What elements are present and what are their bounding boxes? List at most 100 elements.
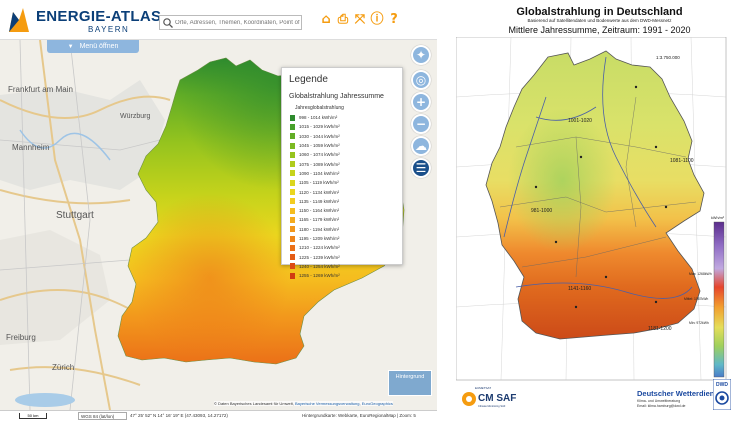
legend-swatch — [290, 254, 295, 261]
map-label-frankfurt: Frankfurt am Main — [8, 85, 73, 94]
legend-swatch — [290, 244, 295, 251]
legend-swatch — [290, 133, 295, 140]
stat-max: Max: 1268kWh — [689, 272, 712, 276]
legend-unit-label: Jahresglobalstrahlung — [295, 105, 344, 111]
search-icon[interactable] — [162, 17, 174, 29]
legend-swatch — [290, 123, 295, 130]
zoom-out-icon[interactable]: − — [411, 114, 431, 134]
legend-swatch — [290, 263, 295, 270]
attribution-link-eurogeographics[interactable]: EuroGeographics — [361, 401, 393, 406]
dwd-title: Globalstrahlung in Deutschland — [516, 6, 683, 18]
legend-item-label: 1240 - 1254 kWh/m² — [299, 263, 340, 269]
legend-swatch — [290, 179, 295, 186]
legend-item-label: 1150 - 1164 kWh/m² — [299, 208, 340, 214]
legend-item: 1105 - 1119 kWh/m² — [290, 178, 340, 187]
basemap-switch-button[interactable]: Hintergrund — [388, 370, 432, 396]
map-status-bar: 50 km WGS 84 (lat/lon) 47° 25' 52" N 14°… — [0, 410, 437, 421]
zone-label-1: 1001-1020 — [568, 118, 592, 124]
zone-label-5: 1181-1200 — [648, 326, 672, 332]
legend-item: 1180 - 1194 kWh/m² — [290, 225, 340, 234]
legend-item-label: 1255 - 1269 kWh/m² — [299, 273, 340, 279]
app-header: ENERGIE-ATLAS BAYERN ⌂ ⎙ ⤧ ⓘ ? — [0, 0, 437, 40]
layers-icon[interactable]: ☁ — [411, 136, 431, 156]
legend-item: 1225 - 1239 kWh/m² — [290, 252, 340, 261]
legend-swatch — [290, 189, 295, 196]
legend-item-label: 1060 - 1074 kWh/m² — [299, 152, 340, 158]
legend-swatch — [290, 216, 295, 223]
locate-icon[interactable]: ◎ — [411, 70, 431, 90]
legend-list: 998 - 1014 kWh/m² 1015 - 1029 kWh/m² 1030 … — [290, 113, 340, 280]
stat-min: Min: 972kWh — [689, 321, 709, 325]
cmsaf-logo-icon — [462, 392, 476, 406]
crs-select[interactable]: WGS 84 (lat/lon) — [78, 412, 127, 420]
legend-item: 1195 - 1209 kWh/m² — [290, 234, 340, 243]
open-menu-button[interactable]: ▼ Menü öffnen — [47, 40, 139, 53]
germany-radiation-map: 1001-1020 1081-1100 981-1000 1141-1160 1… — [456, 37, 727, 381]
legend-item-label: 1135 - 1149 kWh/m² — [299, 198, 340, 204]
map-label-mannheim: Mannheim — [12, 143, 50, 152]
legend-swatch — [290, 198, 295, 205]
legend-title: Legende — [289, 74, 328, 85]
dwd-subtitle: Basierend auf Satellitendaten und Bodenw… — [527, 18, 672, 23]
legend-item: 1135 - 1149 kWh/m² — [290, 197, 340, 206]
legend-swatch — [290, 207, 295, 214]
dwd-address-line1: Klima- und Umweltberatung — [637, 399, 681, 403]
legend-subtitle: Globalstrahlung Jahressumme — [289, 93, 384, 100]
legend-item-label: 1165 - 1179 kWh/m² — [299, 217, 340, 223]
legend-swatch — [290, 151, 295, 158]
legend-item: 1150 - 1164 kWh/m² — [290, 206, 340, 215]
attribution-link-vermessung[interactable]: Bayerische Vermessungsverwaltung — [295, 401, 360, 406]
legend-item: 1165 - 1179 kWh/m² — [290, 215, 340, 224]
stat-mean: Mittel: 1087kWh — [684, 297, 708, 301]
chevron-down-icon: ▼ — [67, 44, 74, 50]
legend-item: 1240 - 1254 kWh/m² — [290, 262, 340, 271]
legend-item: 998 - 1014 kWh/m² — [290, 113, 340, 122]
legend-item-label: 1180 - 1194 kWh/m² — [299, 226, 340, 232]
legend-item-label: 1090 - 1104 kWh/m² — [299, 170, 340, 176]
legend-item: 1120 - 1134 kWh/m² — [290, 187, 340, 196]
fullscreen-icon[interactable]: ⤧ — [354, 12, 366, 27]
map-label-stuttgart: Stuttgart — [56, 210, 94, 221]
map-label-zuerich: Zürich — [52, 363, 74, 372]
energie-atlas-panel: Frankfurt am Main Mannheim Stuttgart Fre… — [0, 0, 437, 421]
info-icon[interactable]: ⓘ — [370, 12, 384, 27]
legend-item: 1015 - 1029 kWh/m² — [290, 122, 340, 131]
cmsaf-label: CM SAF — [478, 393, 517, 404]
search-input[interactable] — [175, 16, 301, 29]
basemap-switch-label: Hintergrund — [395, 374, 425, 380]
map-label-freiburg: Freiburg — [6, 333, 36, 342]
legend-item-label: 1105 - 1119 kWh/m² — [299, 180, 339, 186]
legend-panel: Legende Globalstrahlung Jahressumme Jahr… — [281, 67, 403, 279]
scale-bar: 50 km — [19, 413, 47, 419]
legend-item-label: 1225 - 1239 kWh/m² — [299, 254, 340, 260]
legend-list-icon[interactable]: ☰ — [411, 158, 431, 178]
legend-item-label: 1015 - 1029 kWh/m² — [299, 124, 340, 130]
compass-icon[interactable]: ✦ — [411, 45, 431, 65]
energie-atlas-logo-icon[interactable] — [7, 6, 31, 34]
zone-label-4: 1141-1160 — [568, 286, 591, 292]
legend-swatch — [290, 235, 295, 242]
search-box — [159, 15, 302, 30]
legend-item-label: 1075 - 1089 kWh/m² — [299, 161, 340, 167]
scale-text: 1:3.750.000 — [656, 55, 680, 60]
legend-swatch — [290, 226, 295, 233]
map-attribution: © Daten Bayerisches Landesamt für Umwelt… — [214, 401, 393, 406]
home-icon[interactable]: ⌂ — [321, 12, 331, 27]
print-icon[interactable]: ⎙ — [337, 12, 349, 27]
legend-item-label: 998 - 1014 kWh/m² — [299, 115, 338, 121]
legend-item-label: 1195 - 1209 kWh/m² — [299, 236, 340, 241]
app-title: ENERGIE-ATLAS — [36, 8, 162, 25]
legend-item-label: 1210 - 1224 kWh/m² — [299, 245, 340, 251]
legend-swatch — [290, 272, 295, 279]
eumetsat-label: EUMETSAT — [475, 386, 492, 390]
map-label-wuerzburg: Würzburg — [120, 113, 150, 120]
zoom-in-icon[interactable]: + — [411, 92, 431, 112]
legend-item: 1255 - 1269 kWh/m² — [290, 271, 340, 280]
dwd-logo-text: DWD — [716, 382, 728, 388]
basemap-info: Hintergrundkarte: Webkarte, EuroRegional… — [302, 413, 416, 418]
legend-item-label: 1030 - 1044 kWh/m² — [299, 133, 340, 139]
dwd-map-panel: Globalstrahlung in Deutschland Basierend… — [451, 0, 748, 421]
help-icon[interactable]: ? — [390, 12, 398, 27]
legend-swatch — [290, 114, 295, 121]
